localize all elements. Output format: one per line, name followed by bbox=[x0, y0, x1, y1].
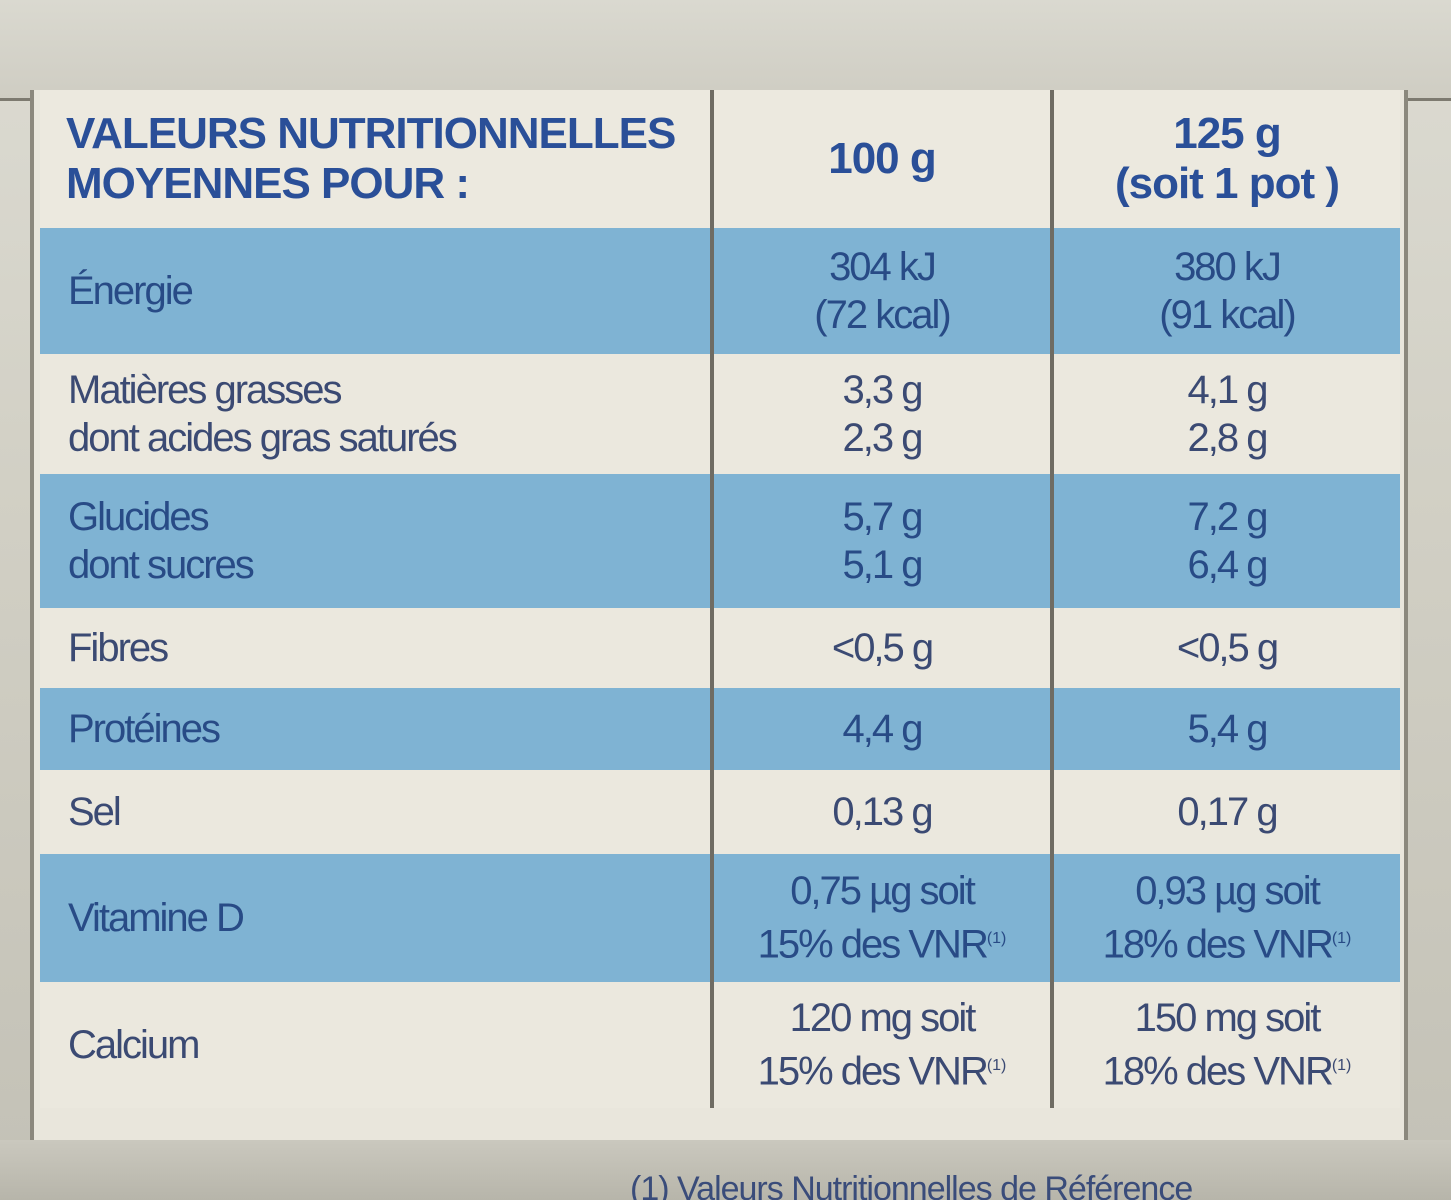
value-line: 5,1 g bbox=[842, 543, 924, 587]
value-line: 4,1 g bbox=[1187, 368, 1269, 412]
value-line: 4,4 g bbox=[842, 707, 924, 751]
value-line: 304 kJ bbox=[829, 245, 937, 289]
value-100g: 0,75 µg soit 15% des VNR(1) bbox=[712, 854, 1054, 982]
value-line: 18% des VNR(1) bbox=[1054, 1042, 1400, 1095]
value-line: 120 mg soit bbox=[789, 996, 977, 1041]
footnote-marker: (1) bbox=[1331, 1057, 1352, 1075]
table-row: Protéines 4,4 g 5,4 g bbox=[40, 688, 1400, 770]
table-row: Glucides dont sucres 5,7 g 5,1 g 7,2 g 6… bbox=[40, 474, 1400, 608]
value-125g: 4,1 g 2,8 g bbox=[1052, 354, 1400, 474]
nutrient-sublabel: dont sucres bbox=[68, 543, 255, 587]
value-line: 7,2 g bbox=[1187, 495, 1269, 539]
value-125g: 5,4 g bbox=[1052, 688, 1400, 770]
nutrient-label: Protéines bbox=[68, 707, 221, 751]
nutrient-name: Énergie bbox=[40, 228, 714, 354]
footnote-marker: (1) bbox=[1331, 930, 1352, 948]
value-125g: 150 mg soit 18% des VNR(1) bbox=[1052, 982, 1400, 1108]
header-col-125g: 125 g (soit 1 pot ) bbox=[1052, 90, 1400, 228]
header-col-125g-line2: (soit 1 pot ) bbox=[1114, 159, 1340, 208]
table-row: Sel 0,13 g 0,17 g bbox=[40, 770, 1400, 854]
value-line: (72 kcal) bbox=[814, 293, 951, 337]
value-line: 5,7 g bbox=[842, 495, 924, 539]
value-line: 3,3 g bbox=[842, 368, 924, 412]
nutrient-name: Vitamine D bbox=[40, 854, 714, 982]
value-line: (91 kcal) bbox=[1159, 293, 1296, 337]
value-line: 0,17 g bbox=[1177, 790, 1278, 834]
value-line: 15% des VNR(1) bbox=[714, 915, 1050, 968]
footnote-marker: (1) bbox=[986, 1057, 1007, 1075]
nutrient-label: Calcium bbox=[68, 1023, 200, 1067]
value-text: 18% des VNR bbox=[1102, 1049, 1334, 1094]
value-line: 6,4 g bbox=[1187, 543, 1269, 587]
nutrient-label: Glucides bbox=[68, 495, 210, 539]
value-125g: 7,2 g 6,4 g bbox=[1052, 474, 1400, 608]
table-row: Calcium 120 mg soit 15% des VNR(1) 150 m… bbox=[40, 982, 1400, 1108]
value-100g: 5,7 g 5,1 g bbox=[712, 474, 1054, 608]
nutrient-label: Vitamine D bbox=[68, 896, 245, 940]
value-line: <0,5 g bbox=[831, 626, 934, 670]
value-line: 15% des VNR(1) bbox=[714, 1042, 1050, 1095]
package-bottom-edge bbox=[0, 1140, 1451, 1200]
nutrient-name: Calcium bbox=[40, 982, 714, 1108]
nutrient-label: Énergie bbox=[68, 269, 194, 313]
header-col-100g: 100 g bbox=[712, 90, 1054, 228]
footnote-text: (1) Valeurs Nutritionnelles de Référence bbox=[630, 1170, 1193, 1200]
package-top-edge bbox=[0, 0, 1451, 101]
header-col-125g-line1: 125 g bbox=[1173, 109, 1282, 158]
nutrient-name: Matières grasses dont acides gras saturé… bbox=[40, 354, 714, 474]
value-line: 2,3 g bbox=[842, 416, 924, 460]
value-100g: 4,4 g bbox=[712, 688, 1054, 770]
nutrient-name: Sel bbox=[40, 770, 714, 854]
table-row: Matières grasses dont acides gras saturé… bbox=[40, 354, 1400, 474]
value-text: 15% des VNR bbox=[757, 922, 989, 967]
value-100g: <0,5 g bbox=[712, 608, 1054, 688]
value-125g: 380 kJ (91 kcal) bbox=[1052, 228, 1400, 354]
value-line: 150 mg soit bbox=[1134, 996, 1322, 1041]
nutrient-sublabel: dont acides gras saturés bbox=[68, 416, 458, 460]
value-100g: 304 kJ (72 kcal) bbox=[712, 228, 1054, 354]
nutrient-label: Sel bbox=[68, 790, 122, 834]
table-header-row: VALEURS NUTRITIONNELLES MOYENNES POUR : … bbox=[40, 90, 1400, 228]
nutrient-label: Matières grasses bbox=[68, 368, 343, 412]
value-line: 0,13 g bbox=[832, 790, 933, 834]
value-line: 0,75 µg soit bbox=[790, 869, 976, 914]
nutrient-name: Fibres bbox=[40, 608, 714, 688]
nutrient-name: Glucides dont sucres bbox=[40, 474, 714, 608]
value-line: 0,93 µg soit bbox=[1135, 869, 1321, 914]
value-text: 18% des VNR bbox=[1102, 922, 1334, 967]
header-title: VALEURS NUTRITIONNELLES MOYENNES POUR : bbox=[40, 90, 714, 228]
table-row: Fibres <0,5 g <0,5 g bbox=[40, 608, 1400, 688]
header-col-100g-label: 100 g bbox=[828, 134, 937, 183]
header-title-line2: MOYENNES POUR : bbox=[66, 159, 470, 208]
value-125g: <0,5 g bbox=[1052, 608, 1400, 688]
value-text: 15% des VNR bbox=[757, 1049, 989, 1094]
value-125g: 0,93 µg soit 18% des VNR(1) bbox=[1052, 854, 1400, 982]
value-line: 18% des VNR(1) bbox=[1054, 915, 1400, 968]
value-100g: 120 mg soit 15% des VNR(1) bbox=[712, 982, 1054, 1108]
nutrition-table: VALEURS NUTRITIONNELLES MOYENNES POUR : … bbox=[40, 90, 1400, 1108]
table-row: Vitamine D 0,75 µg soit 15% des VNR(1) 0… bbox=[40, 854, 1400, 982]
footnote-marker: (1) bbox=[986, 930, 1007, 948]
value-125g: 0,17 g bbox=[1052, 770, 1400, 854]
value-100g: 3,3 g 2,3 g bbox=[712, 354, 1054, 474]
nutrient-name: Protéines bbox=[40, 688, 714, 770]
value-line: 380 kJ bbox=[1174, 245, 1282, 289]
value-line: <0,5 g bbox=[1176, 626, 1279, 670]
table-row: Énergie 304 kJ (72 kcal) 380 kJ (91 kcal… bbox=[40, 228, 1400, 354]
value-line: 5,4 g bbox=[1187, 707, 1269, 751]
value-100g: 0,13 g bbox=[712, 770, 1054, 854]
header-title-line1: VALEURS NUTRITIONNELLES bbox=[66, 109, 676, 158]
value-line: 2,8 g bbox=[1187, 416, 1269, 460]
nutrient-label: Fibres bbox=[68, 626, 169, 670]
